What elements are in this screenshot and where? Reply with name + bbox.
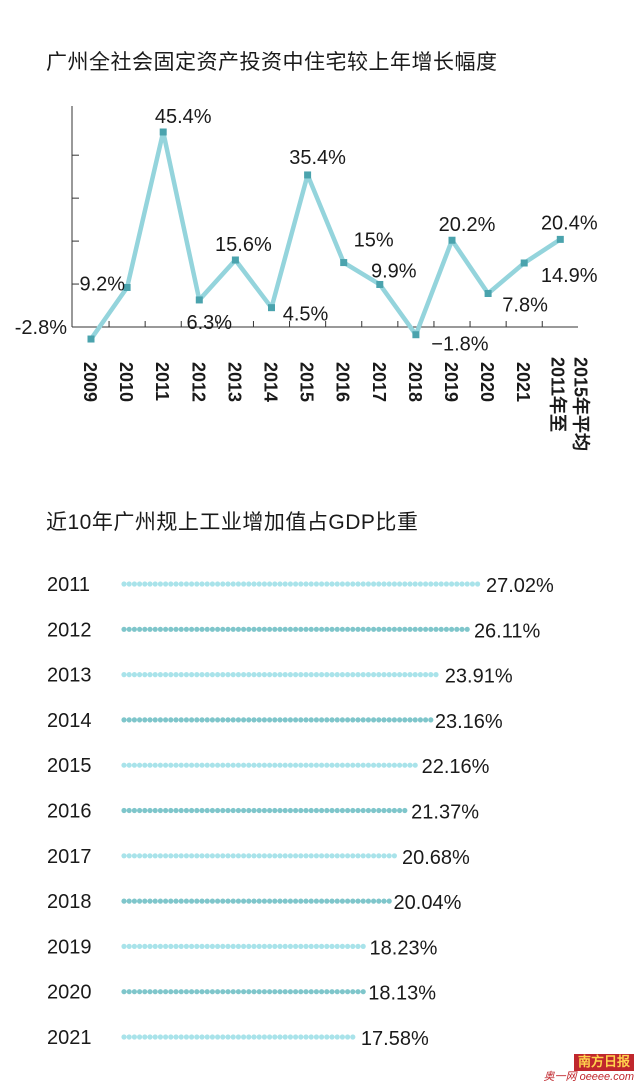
data-label: 35.4% [289,147,346,169]
x-tick-label: 2018 [405,362,425,402]
value-label: 23.91% [445,666,513,688]
value-label: 27.02% [486,575,554,597]
row-label: 2021 [47,1027,92,1049]
row-label: 2015 [47,755,92,777]
data-label: 6.3% [187,312,233,334]
watermark-brand: 南方日报 [573,1054,634,1071]
data-point [123,283,131,291]
dot-bar [121,672,439,678]
row-label: 2020 [47,982,92,1004]
value-label: 22.16% [422,756,490,778]
data-point [195,296,203,304]
x-tick-label: 2013 [224,362,244,402]
data-point [556,235,564,243]
data-label: 4.5% [283,304,329,326]
dot-bar [121,898,392,904]
series-line [89,129,562,341]
row-label: 2016 [47,801,92,823]
data-label: 20.2% [439,214,496,236]
x-tick-label: 2009 [80,362,100,402]
data-label: −1.8% [431,334,488,356]
data-point [304,171,312,179]
watermark: 南方日报 奥一网 oeeee.com [544,1054,634,1083]
data-label: 9.2% [80,273,126,295]
x-tick-label: 2021 [513,362,533,402]
data-label: 7.8% [502,294,548,316]
row-label: 2013 [47,665,92,687]
row-label: 2011 [47,574,90,596]
data-label: 20.4% [541,212,598,234]
line-chart: -2.8% 9.2% 45.4% 6.3% 15.6% 4.5% 35.4% 15% 9.9% −… [15,106,598,451]
row-label: 2017 [47,846,92,868]
x-tick-label: 2019 [441,362,461,402]
data-point [268,304,275,312]
x-tick-label: 2014 [261,362,281,402]
data-point [340,259,348,267]
watermark-site: 奥一网 oeeee.com [543,1071,634,1083]
x-tick-label: 2015年平均 [570,357,591,451]
x-tick-label: 2017 [369,362,389,402]
row-label: 2014 [47,710,92,732]
data-label: 9.9% [371,260,417,282]
value-label: 20.04% [394,892,462,914]
dot-bar [121,626,470,632]
dot-bar [121,853,397,859]
value-label: 20.68% [402,847,470,869]
value-label: 17.58% [361,1028,429,1050]
value-label: 23.16% [435,711,503,733]
data-label: 45.4% [155,106,212,128]
row-label: 2012 [47,619,92,641]
x-tick-label: 2020 [477,362,497,402]
dot-bar-chart-title: 近10年广州规上工业增加值占GDP比重 [46,511,419,534]
data-point [231,256,239,264]
x-tick-label: 2015 [297,362,317,402]
data-point [520,259,528,267]
data-point [87,335,95,343]
x-tick-label: 2011 [152,362,172,401]
data-label: 15% [354,230,394,252]
value-label: 18.13% [368,983,436,1005]
dot-bar [121,943,366,950]
row-label: 2018 [47,891,92,913]
value-label: 21.37% [411,802,479,824]
value-label: 18.23% [370,937,438,959]
dot-bar [121,581,481,587]
dot-bar [121,807,408,814]
data-label: 14.9% [541,265,598,287]
x-tick-label: 2012 [188,362,208,402]
data-point [448,236,456,244]
data-label: 15.6% [215,234,272,256]
data-point [159,128,167,136]
dot-bar [121,717,434,723]
line-chart-title: 广州全社会固定资产投资中住宅较上年增长幅度 [46,51,498,74]
value-label: 26.11% [474,620,541,642]
dot-bar [121,762,418,768]
dot-bar [121,989,366,995]
data-point [412,331,420,339]
x-tick-label: 2011年至 [547,357,568,432]
dot-bar [121,1034,356,1040]
data-point [484,289,492,297]
x-tick-label: 2010 [116,362,136,402]
row-label: 2019 [47,936,92,958]
data-label: -2.8% [15,317,67,339]
x-tick-label: 2016 [333,362,353,402]
data-point [376,280,384,288]
